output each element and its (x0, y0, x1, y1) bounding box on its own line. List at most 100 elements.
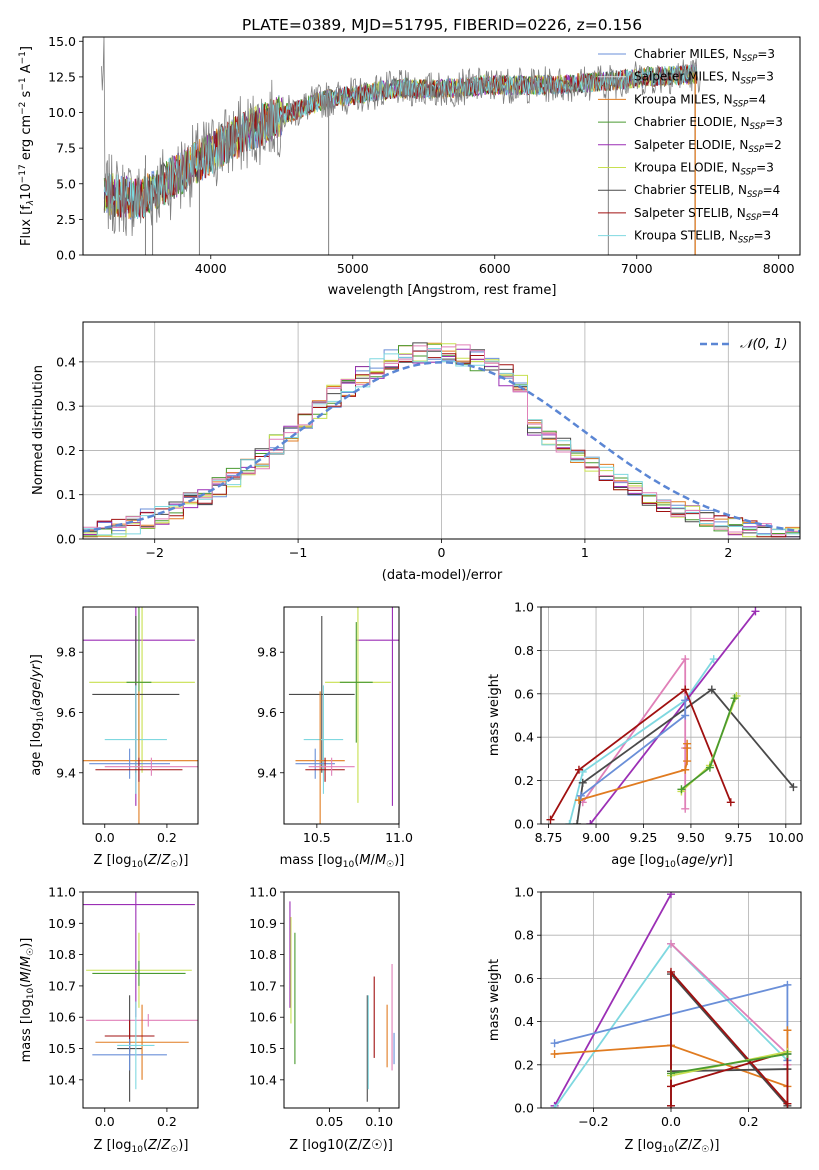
x-tick-label: 0.05 (316, 1114, 344, 1129)
weight-point-marker (574, 765, 583, 774)
weight-point-marker (681, 804, 690, 813)
weight-series-line (568, 658, 715, 824)
weight-point-marker (550, 1039, 559, 1048)
mass-age-frame (283, 606, 400, 825)
histogram-step-line (83, 348, 800, 536)
age-weight-plot-area: 8.75 9.00 9.25 9.50 9.75 10.00 0.0 0.2 0.4 0.6 0.8… (514, 600, 804, 846)
weight-series-line (580, 700, 687, 797)
z-age-frame (82, 606, 199, 825)
y-tick-label: 10.8 (249, 947, 277, 962)
y-tick-label: 10.0 (48, 105, 76, 120)
weight-series-line (578, 743, 688, 801)
weight-point-marker (546, 815, 555, 824)
weight-point-marker (586, 820, 595, 824)
y-tick-label: 10.4 (48, 1072, 76, 1087)
x-tick-label: 11.0 (385, 830, 413, 845)
weight-point-marker (726, 798, 735, 807)
spectrum-legend: Chabrier MILES, NSSP=3 Salpeter MILES, NS… (598, 47, 783, 246)
mass-age-xlabel: mass [log10(M/M☉)] (280, 853, 405, 870)
y-tick-label: 9.6 (56, 705, 76, 720)
z-mass-xlabel: Z [log10(Z/Z☉)] (94, 1138, 189, 1155)
legend-label: Chabrier ELODIE, NSSP=3 (634, 115, 783, 132)
y-tick-label: 1.0 (514, 600, 534, 615)
x-tick-label: 2 (724, 545, 732, 560)
x-tick-label: 0.10 (365, 1114, 393, 1129)
weight-series-line (576, 688, 795, 824)
weight-point-marker (574, 796, 583, 805)
x-tick-label: 0.2 (157, 1114, 177, 1129)
weight-point-marker (667, 892, 675, 899)
z-mass-ylabel: mass [log10(M/M☉)] (19, 938, 36, 1063)
spectrum-title: PLATE=0389, MJD=51795, FIBERID=0226, z=0… (242, 16, 642, 34)
y-tick-label: 11.0 (249, 885, 277, 900)
legend-label: Chabrier MILES, NSSP=3 (634, 47, 775, 64)
y-tick-label: 0.2 (514, 1057, 534, 1072)
normal-curve (83, 361, 800, 533)
mass-age-plot-area: 10.5 11.0 9.4 9.6 9.8 (257, 606, 413, 845)
z-age-xlabel: Z [log10(Z/Z☉)] (94, 853, 189, 870)
residuals-legend: 𝒩(0, 1) (700, 337, 787, 352)
weight-point-marker (730, 694, 739, 703)
residuals-plot-area: −2 −1 0 1 2 0.0 0.1 0.2 0.3 0.4 (56, 321, 801, 560)
z-mass-frame (82, 891, 199, 1109)
weight-point-marker (709, 655, 718, 664)
weight-point-marker (667, 967, 675, 976)
spectrum-panel: PLATE=0389, MJD=51795, FIBERID=0226, z=0… (18, 16, 801, 298)
age-weight-frame (540, 606, 802, 825)
weight-point-marker (550, 1104, 559, 1108)
weight-point-marker (783, 1026, 792, 1035)
x-tick-label: 0 (438, 545, 446, 560)
weight-point-marker (667, 939, 675, 948)
x-tick-label: 4000 (195, 261, 227, 276)
weight-series-line (582, 656, 687, 809)
y-tick-label: 10.6 (48, 1010, 76, 1025)
y-tick-label: 2.5 (56, 212, 76, 227)
x-tick-label: 0.2 (157, 830, 177, 845)
z-mass-marks (83, 892, 198, 1102)
z-mass-panel: 0.0 0.2 10.4 10.5 10.6 10.7 10.8 10.9 11.0 Z [lo… (19, 885, 199, 1155)
weight-series-line (670, 1053, 788, 1075)
y-tick-label: 10.5 (249, 1041, 277, 1056)
ebv-mass-xlabel: Z [log10(Z/Z☉)] (289, 1138, 393, 1153)
x-tick-label: 0.0 (95, 830, 115, 845)
y-tick-label: 0.4 (514, 730, 534, 745)
x-tick-label: 9.25 (630, 830, 658, 845)
weight-point-marker (783, 980, 792, 989)
normal-legend-label: 𝒩(0, 1) (740, 337, 787, 352)
y-tick-label: 1.0 (514, 885, 534, 900)
x-tick-label: 5000 (337, 261, 369, 276)
age-weight-grid (541, 606, 801, 825)
weight-point-marker (683, 757, 692, 766)
x-tick-label: 0.2 (739, 1114, 759, 1129)
age-weight-xlabel: age [log10(age/yr)] (611, 853, 733, 870)
y-tick-label: 9.4 (56, 765, 76, 780)
y-tick-label: 0.1 (56, 487, 76, 502)
spectrum-plot-area: 4000 5000 6000 7000 8000 0.0 2.5 5.0 7.5 10.0 12.5… (48, 34, 801, 276)
weight-point-marker (681, 765, 690, 774)
y-tick-label: 7.5 (56, 141, 76, 156)
weight-point-marker (783, 1099, 792, 1108)
x-tick-label: 7000 (621, 261, 653, 276)
legend-label: Salpeter STELIB, NSSP=4 (634, 206, 779, 223)
spectrum-frame (82, 36, 801, 256)
weight-series-line (549, 688, 732, 821)
weight-point-marker (667, 1101, 675, 1108)
y-tick-label: 0.8 (514, 643, 534, 658)
x-tick-label: 8000 (763, 261, 795, 276)
legend-label: Salpeter MILES, NSSP=3 (634, 70, 774, 87)
weight-point-marker (683, 744, 692, 753)
y-tick-label: 10.9 (48, 916, 76, 931)
x-tick-label: 9.50 (677, 830, 705, 845)
histogram-step-line (83, 344, 800, 536)
weight-point-marker (751, 607, 760, 616)
weight-point-marker (681, 711, 690, 720)
ebv-mass-plot-area: 0.05 0.10 10.4 10.5 10.6 10.7 10.8 10.9 11.0 (249, 885, 400, 1129)
z-weight-marks (550, 892, 792, 1108)
y-tick-label: 0.6 (514, 971, 534, 986)
legend-label: Chabrier STELIB, NSSP=4 (634, 183, 780, 200)
weight-point-marker (705, 763, 714, 772)
weight-point-marker (789, 783, 798, 792)
age-weight-panel: 8.75 9.00 9.25 9.50 9.75 10.00 0.0 0.2 0.4 0.6 0.8… (487, 600, 804, 871)
weight-point-marker (578, 778, 587, 787)
y-tick-label: 0.0 (514, 1101, 534, 1116)
